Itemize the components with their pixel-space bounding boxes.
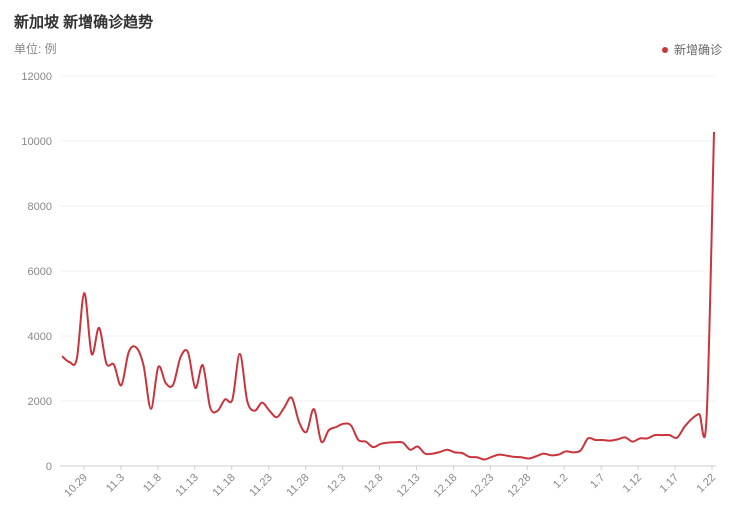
x-tick-label: 1.2 — [551, 472, 570, 491]
x-tick-label: 12.18 — [432, 472, 460, 500]
y-tick-label: 10000 — [21, 136, 52, 148]
x-tick-label: 10.29 — [62, 472, 90, 500]
legend-label: 新增确诊 — [673, 43, 722, 57]
page-title: 新加坡 新增确诊趋势 — [14, 14, 154, 31]
x-tick-label: 11.23 — [247, 472, 274, 499]
x-tick-label: 12.23 — [469, 472, 497, 500]
x-tick-label: 11.18 — [211, 472, 238, 499]
y-tick-label: 2000 — [28, 396, 52, 408]
y-tick-label: 8000 — [28, 201, 52, 213]
x-tick-label: 1.12 — [621, 472, 645, 496]
x-tick-label: 11.28 — [284, 472, 311, 499]
y-tick-label: 0 — [46, 461, 52, 473]
x-tick-label: 1.22 — [694, 472, 718, 496]
x-tick-label: 12.28 — [505, 472, 533, 500]
x-tick-label: 12.8 — [362, 472, 386, 496]
x-tick-label: 11.8 — [141, 472, 164, 495]
x-tick-label: 1.17 — [658, 472, 682, 496]
x-tick-label: 11.13 — [174, 472, 201, 499]
y-tick-label: 12000 — [21, 71, 52, 83]
y-tick-label: 6000 — [28, 266, 52, 278]
x-tick-label: 1.7 — [588, 472, 607, 491]
x-tick-label: 12.3 — [325, 472, 349, 496]
legend[interactable]: 新增确诊 — [661, 41, 722, 58]
series-line-新增确诊 — [61, 131, 715, 461]
y-tick-label: 4000 — [28, 331, 52, 343]
x-tick-label: 12.13 — [395, 472, 423, 500]
x-tick-label: 11.3 — [104, 472, 127, 495]
unit-label: 单位: 例 — [14, 42, 57, 56]
legend-dot-icon — [661, 46, 668, 53]
